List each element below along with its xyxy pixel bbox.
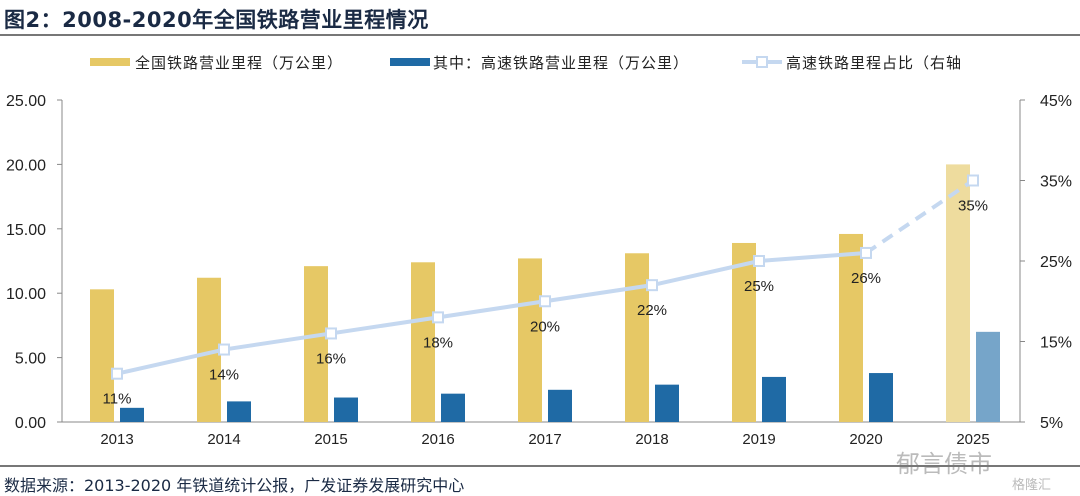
x-tick-label: 2016 <box>421 431 454 448</box>
bar-hsr-2014 <box>227 401 251 422</box>
line-marker <box>432 311 444 324</box>
x-tick-label: 2025 <box>956 431 989 448</box>
bar-total-2013 <box>90 289 114 422</box>
line-ratio <box>116 250 867 376</box>
legend-label-0: 全国铁路营业里程（万公里） <box>135 54 343 72</box>
bar-total-2019 <box>732 242 756 422</box>
left-tick-label: 5.00 <box>15 351 46 368</box>
data-label: 22% <box>637 302 667 319</box>
bar-hsr-2019 <box>762 376 786 422</box>
data-label: 35% <box>958 198 988 215</box>
data-label: 26% <box>851 270 881 287</box>
right-tick-label: 25% <box>1040 254 1072 271</box>
right-tick-label: 5% <box>1040 415 1063 432</box>
legend-swatch-1 <box>390 58 430 66</box>
right-tick-label: 35% <box>1040 174 1072 191</box>
line-marker <box>646 279 658 292</box>
data-label: 16% <box>316 350 346 367</box>
right-tick-label: 45% <box>1040 93 1072 110</box>
bar-hsr-2013 <box>120 407 144 422</box>
line-marker <box>860 246 872 259</box>
x-tick-label: 2013 <box>100 431 133 448</box>
bar-hsr-2018 <box>655 384 679 422</box>
left-tick-label: 0.00 <box>15 415 46 432</box>
source-note: 数据来源：2013-2020 年铁道统计公报，广发证券发展研究中心 <box>4 476 465 495</box>
x-tick-label: 2019 <box>742 431 775 448</box>
x-tick-label: 2015 <box>314 431 347 448</box>
bar-hsr-2017 <box>548 389 572 422</box>
bar-total-2025 <box>946 164 970 422</box>
bar-total-2015 <box>304 266 328 422</box>
bar-hsr-2020 <box>869 373 893 422</box>
bar-hsr-2025 <box>976 331 1000 422</box>
line-marker <box>218 343 230 356</box>
bar-total-2020 <box>839 233 863 422</box>
bar-total-2016 <box>411 262 435 422</box>
data-label: 11% <box>103 391 132 408</box>
x-tick-label: 2017 <box>528 431 561 448</box>
data-label: 18% <box>423 334 453 351</box>
watermark: 郁言债市 <box>896 450 992 478</box>
left-tick-label: 10.00 <box>6 286 46 303</box>
chart-title: 图2：2008-2020年全国铁路营业里程情况 <box>4 8 429 32</box>
right-tick-label: 15% <box>1040 335 1072 352</box>
x-tick-label: 2014 <box>207 431 240 448</box>
line-marker <box>111 367 123 380</box>
legend-label-1: 其中：高速铁路营业里程（万公里） <box>433 55 689 72</box>
bar-hsr-2015 <box>334 397 358 422</box>
x-tick-label: 2018 <box>635 431 668 448</box>
source-divider <box>0 465 1080 467</box>
x-tick-label: 2020 <box>849 431 882 448</box>
legend-marker-2 <box>756 56 768 68</box>
left-tick-label: 15.00 <box>6 222 46 239</box>
data-label: 25% <box>744 278 774 295</box>
bar-hsr-2016 <box>441 393 465 422</box>
bar-total-2018 <box>625 253 649 422</box>
left-tick-label: 20.00 <box>6 157 46 174</box>
title-divider <box>0 34 1080 36</box>
data-label: 14% <box>209 367 239 384</box>
legend-swatch-0 <box>90 58 130 66</box>
left-tick-label: 25.00 <box>6 93 46 110</box>
line-marker <box>967 174 979 187</box>
watermark-small: 格隆汇 <box>1012 478 1052 493</box>
legend-label-2: 高速铁路里程占比（右轴 <box>786 55 962 72</box>
line-marker <box>753 255 765 267</box>
line-marker <box>325 327 337 340</box>
line-marker <box>539 295 551 308</box>
line-ratio-projected <box>864 178 975 255</box>
bar-total-2017 <box>518 258 542 422</box>
data-label: 20% <box>530 318 560 335</box>
